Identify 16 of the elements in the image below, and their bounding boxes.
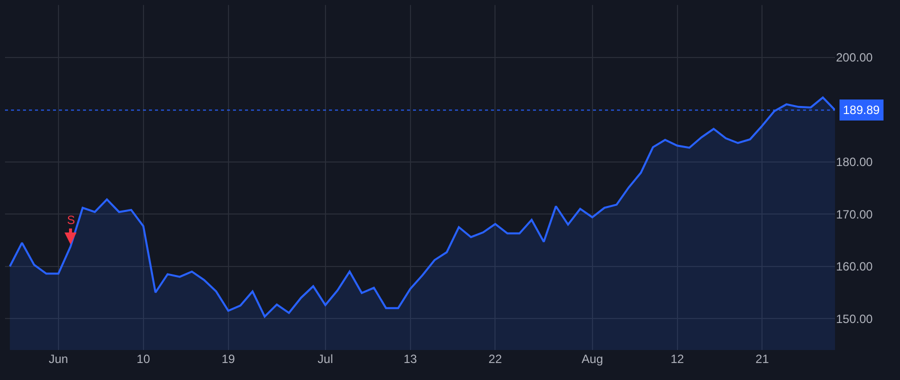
y-tick-label: 150.00 xyxy=(836,312,874,326)
annotation: S xyxy=(67,213,76,227)
x-tick-label: 21 xyxy=(756,352,770,366)
x-tick-label: Jul xyxy=(318,352,334,366)
x-tick-label: 13 xyxy=(404,352,418,366)
x-tick-label: 10 xyxy=(136,352,150,366)
y-tick-label: 170.00 xyxy=(836,207,874,222)
x-tick-label: Jun xyxy=(48,352,68,366)
x-tick-label: 22 xyxy=(488,352,502,366)
x-tick-label: 19 xyxy=(222,352,236,366)
ref-line-label: 189.89 xyxy=(843,103,880,117)
y-tick-label: 180.00 xyxy=(836,155,874,170)
x-tick-label: 12 xyxy=(670,352,684,366)
y-tick-label: 200.00 xyxy=(836,50,874,64)
y-tick-label: 160.00 xyxy=(836,260,874,274)
x-tick-label: Aug xyxy=(582,352,603,366)
